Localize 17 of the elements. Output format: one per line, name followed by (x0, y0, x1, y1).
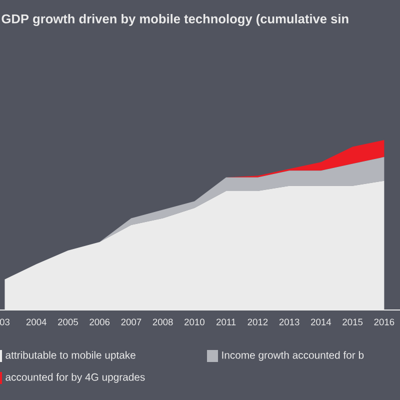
x-tick-label: 2008 (152, 318, 173, 326)
x-tick-label: 2006 (90, 318, 110, 326)
x-tick-label: 2014 (311, 318, 332, 326)
x-tick-label: 2012 (248, 318, 268, 326)
x-tick-label: 2016 (374, 318, 394, 326)
chart-title: GDP growth driven by mobile technology (cumulative sin (2, 14, 348, 26)
x-tick-label: 2004 (26, 318, 46, 326)
legend-label: Income growth accounted for b (222, 351, 364, 361)
legend-label: accounted for by 4G upgrades (6, 373, 145, 383)
x-tick-label: 2007 (121, 318, 142, 326)
x-tick-label: 03 (0, 318, 10, 326)
x-tick-label: 2013 (279, 318, 300, 326)
x-tick-label: 2015 (342, 318, 363, 326)
x-tick-label: 2011 (216, 318, 236, 326)
x-tick-label: 2005 (58, 318, 78, 326)
x-tick-label: 2010 (184, 318, 204, 326)
legend-label: attributable to mobile uptake (6, 351, 136, 361)
